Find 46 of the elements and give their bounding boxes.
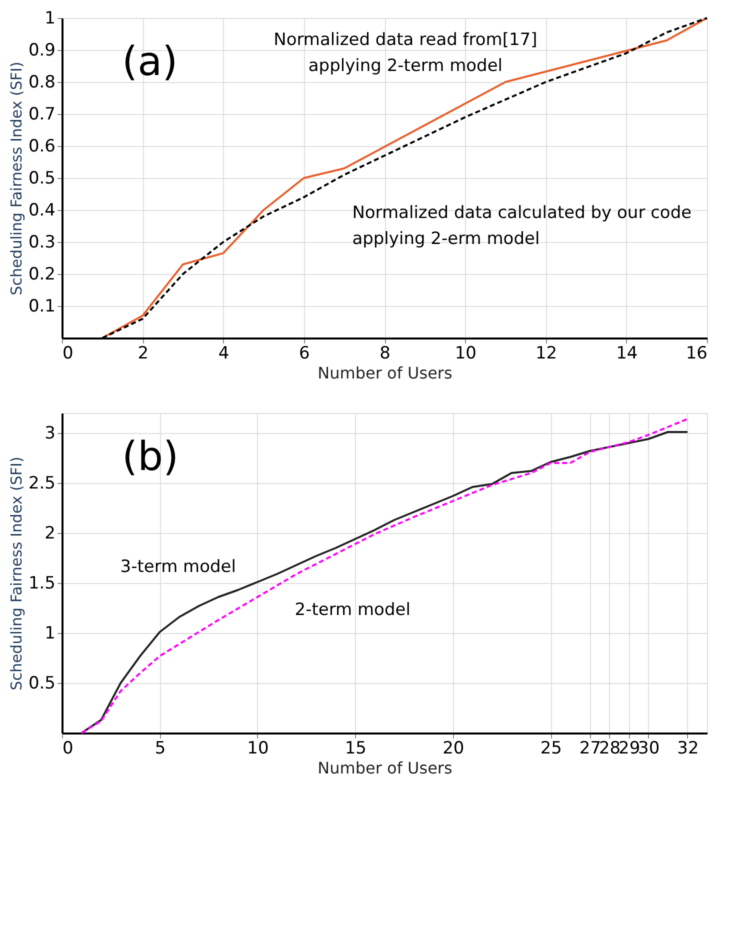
y-tick-label: 0.9 — [28, 40, 56, 60]
y-axis-title: Scheduling Fairness Index (SFI) — [7, 456, 26, 690]
x-tick-label: 5 — [154, 738, 166, 758]
annotation: (a) — [122, 39, 178, 85]
y-tick-label: 0.2 — [28, 264, 56, 284]
annotation: (b) — [122, 434, 179, 480]
x-tick-label: 16 — [686, 344, 708, 364]
y-axis-title: Scheduling Fairness Index (SFI) — [7, 62, 26, 296]
x-tick-label: 25 — [540, 738, 562, 758]
y-tick-label: 1 — [44, 8, 56, 28]
y-tick-label: 3 — [44, 424, 56, 444]
y-tick-label: 1.5 — [28, 574, 56, 594]
annotation: Normalized data read from[17] applying 2-term model — [274, 30, 538, 76]
x-tick-label: 32 — [677, 738, 699, 758]
y-tick-label: 0.4 — [28, 200, 56, 220]
y-tick-label: 2.5 — [28, 474, 56, 494]
x-tick-label: 0 — [62, 738, 74, 758]
x-axis-title: Number of Users — [318, 364, 452, 382]
y-tick-label: 0.8 — [28, 72, 56, 92]
x-tick-label: 2 — [138, 344, 149, 364]
x-axis-title: Number of Users — [318, 758, 452, 778]
y-tick-label: 0.7 — [28, 104, 56, 124]
x-tick-label: 4 — [218, 344, 230, 364]
annotation: Normalized data calculated by our code applying 2-erm model — [352, 202, 692, 249]
x-tick-label: 6 — [298, 344, 310, 364]
y-tick-label: 0.3 — [28, 232, 56, 252]
x-tick-label: 14 — [616, 344, 638, 364]
y-tick-label: 1 — [44, 624, 56, 644]
x-tick-label: 12 — [535, 344, 558, 364]
x-tick-label: 30 — [638, 738, 660, 758]
x-tick-label: 29 — [618, 738, 640, 758]
y-tick-label: 0.5 — [28, 674, 56, 694]
annotation: 3-term model — [120, 557, 236, 577]
y-tick-label: 0.5 — [28, 168, 56, 188]
x-tick-label: 0 — [62, 344, 74, 364]
y-tick-label: 0.6 — [28, 136, 56, 156]
x-tick-label: 20 — [442, 738, 464, 758]
x-tick-label: 8 — [380, 344, 390, 364]
x-tick-label: 15 — [344, 738, 366, 758]
annotation: 2-term model — [294, 600, 410, 620]
y-tick-label: 2 — [44, 524, 56, 544]
x-tick-label: 27 — [579, 738, 602, 758]
y-tick-label: 0.1 — [28, 296, 56, 316]
x-tick-label: 10 — [454, 344, 476, 364]
x-tick-label: 28 — [598, 738, 621, 758]
x-tick-label: 10 — [247, 738, 269, 758]
